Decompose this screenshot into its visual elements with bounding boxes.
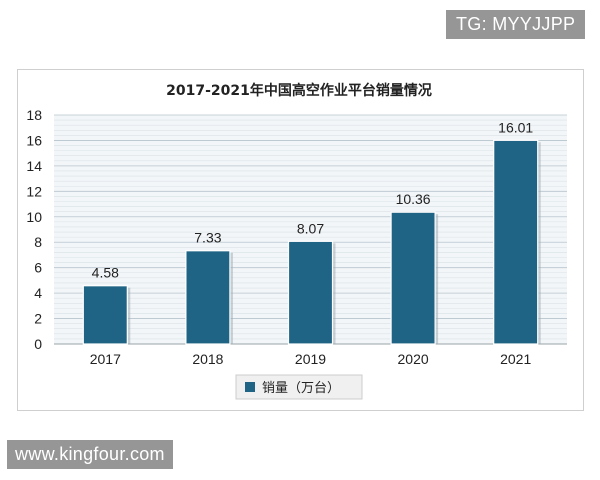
legend-swatch bbox=[245, 382, 255, 392]
data-label: 8.07 bbox=[297, 220, 324, 236]
chart-title: 2017-2021年中国高空作业平台销量情况 bbox=[166, 82, 432, 99]
watermark-bottom: www.kingfour.com bbox=[7, 440, 173, 469]
bar bbox=[185, 250, 231, 345]
bar bbox=[493, 139, 539, 345]
y-tick-label: 8 bbox=[34, 234, 42, 250]
bar bbox=[82, 285, 128, 345]
y-tick-label: 0 bbox=[34, 336, 42, 352]
bar bbox=[390, 211, 436, 345]
y-tick-label: 16 bbox=[26, 132, 42, 148]
legend-label: 销量（万台） bbox=[262, 381, 340, 396]
data-label: 10.36 bbox=[396, 191, 431, 207]
data-label: 4.58 bbox=[92, 265, 119, 281]
y-tick-label: 14 bbox=[26, 158, 42, 174]
x-tick-label: 2019 bbox=[295, 351, 326, 367]
legend-box bbox=[235, 374, 363, 400]
watermark-top: TG: MYYJJPP bbox=[446, 10, 586, 39]
y-tick-label: 10 bbox=[26, 209, 42, 225]
y-tick-label: 4 bbox=[34, 285, 42, 301]
x-tick-label: 2017 bbox=[90, 351, 121, 367]
y-tick-label: 12 bbox=[26, 183, 42, 199]
y-tick-label: 18 bbox=[26, 107, 42, 123]
data-label: 16.01 bbox=[498, 119, 533, 135]
x-tick-label: 2021 bbox=[500, 351, 531, 367]
x-tick-label: 2020 bbox=[398, 351, 429, 367]
bar bbox=[287, 240, 334, 345]
x-tick-label: 2018 bbox=[192, 351, 223, 367]
data-label: 7.33 bbox=[194, 230, 221, 246]
y-tick-label: 2 bbox=[34, 311, 42, 327]
y-tick-label: 6 bbox=[34, 260, 42, 276]
